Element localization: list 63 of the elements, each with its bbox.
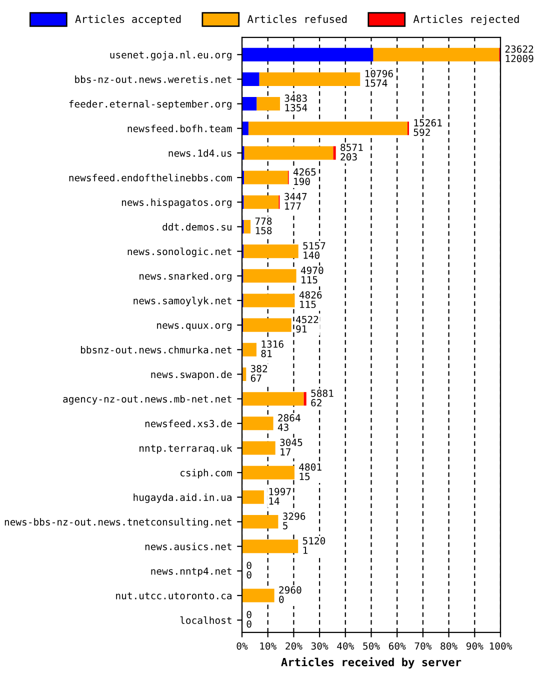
annotation: 1316 81 [261, 340, 284, 358]
annotation: 3045 17 [280, 438, 302, 456]
y-tick-label: usenet.goja.nl.eu.org [110, 50, 232, 60]
y-tick-label: newsfeed.xs3.de [145, 420, 232, 428]
annotation: 382 67 [250, 365, 268, 382]
y-tick-label: agency-nz-out.news.mb-net.net [63, 395, 232, 405]
annotation: 0 0 [246, 610, 252, 628]
legend-label: Articles accepted [75, 14, 181, 26]
annotation: 0 0 [246, 562, 252, 579]
y-tick-label: news.snarked.org [140, 272, 232, 282]
y-tick-label: news.hispagatos.org [122, 198, 232, 208]
annotation: 4970 115 [300, 266, 324, 284]
annotation: 8571 203 [340, 144, 363, 161]
y-tick-label: news.samoylyk.net [134, 296, 232, 306]
x-axis-title: Articles received by server [281, 657, 462, 668]
y-tick-label: newsfeed.endofthelinebbs.com [69, 174, 232, 182]
annotation: 4522 91 [296, 316, 318, 333]
annotation: 23622 12009 [505, 45, 534, 62]
x-tick-label: 10% [260, 642, 276, 650]
x-tick-label: 20% [286, 642, 302, 650]
y-tick-label: news.sonologic.net [128, 248, 232, 258]
x-tick-label: 0% [236, 642, 248, 650]
y-tick-label: bbsnz-out.news.chmurka.net [81, 346, 232, 354]
annotation: 4826 115 [299, 291, 322, 308]
y-tick-label: news.ausics.net [145, 542, 232, 550]
legend-label: Articles refused [247, 14, 347, 24]
annotation: 1997 14 [269, 488, 291, 505]
x-tick-label: 60% [388, 642, 406, 650]
annotation: 3296 5 [283, 512, 306, 530]
y-tick-label: news.quux.org [157, 323, 232, 331]
y-tick-label: news.1d4.us [168, 149, 232, 157]
annotation: 15261 592 [414, 119, 442, 136]
annotation: 4801 15 [299, 463, 322, 480]
y-tick-label: news.swapon.de [151, 370, 232, 380]
annotation: 10796 1574 [365, 70, 393, 87]
annotation: 3447 177 [284, 192, 307, 210]
legend-label: Articles rejected [413, 14, 519, 26]
x-tick-label: 50% [363, 642, 380, 650]
y-tick-label: bbs-nz-out.news.weretis.net [75, 76, 232, 84]
y-tick-label: nntp.terraraq.uk [140, 444, 232, 454]
x-tick-label: 80% [440, 642, 458, 650]
annotation: 3483 1354 [284, 94, 308, 112]
x-tick-label: 70% [414, 642, 432, 650]
y-tick-label: news-bbs-nz-out.news.tnetconsulting.net [4, 518, 232, 528]
x-tick-label: 40% [337, 642, 354, 650]
y-tick-label: hugayda.aid.in.ua [134, 493, 232, 503]
annotation: 5157 140 [303, 242, 326, 259]
y-tick-label: newsfeed.bofh.team [128, 124, 232, 132]
y-tick-label: csiph.com [180, 468, 232, 478]
annotation: 5120 1 [302, 537, 326, 554]
y-tick-label: nut.utcc.utoronto.ca [116, 592, 232, 600]
x-tick-label: 30% [311, 642, 328, 650]
y-tick-label: localhost [180, 616, 232, 624]
x-tick-label: 90% [466, 642, 484, 650]
y-tick-label: news.nntp4.net [151, 568, 232, 577]
y-tick-label: feeder.eternal-september.org [69, 100, 232, 110]
annotation: 4265 190 [293, 168, 316, 186]
annotation: 2864 43 [278, 414, 300, 431]
annotation: 2960 0 [279, 586, 302, 604]
annotation: 5881 62 [311, 390, 334, 406]
annotation: 778 158 [255, 217, 272, 234]
x-tick-label: 100% [490, 642, 512, 650]
y-tick-label: ddt.demos.su [162, 223, 232, 231]
